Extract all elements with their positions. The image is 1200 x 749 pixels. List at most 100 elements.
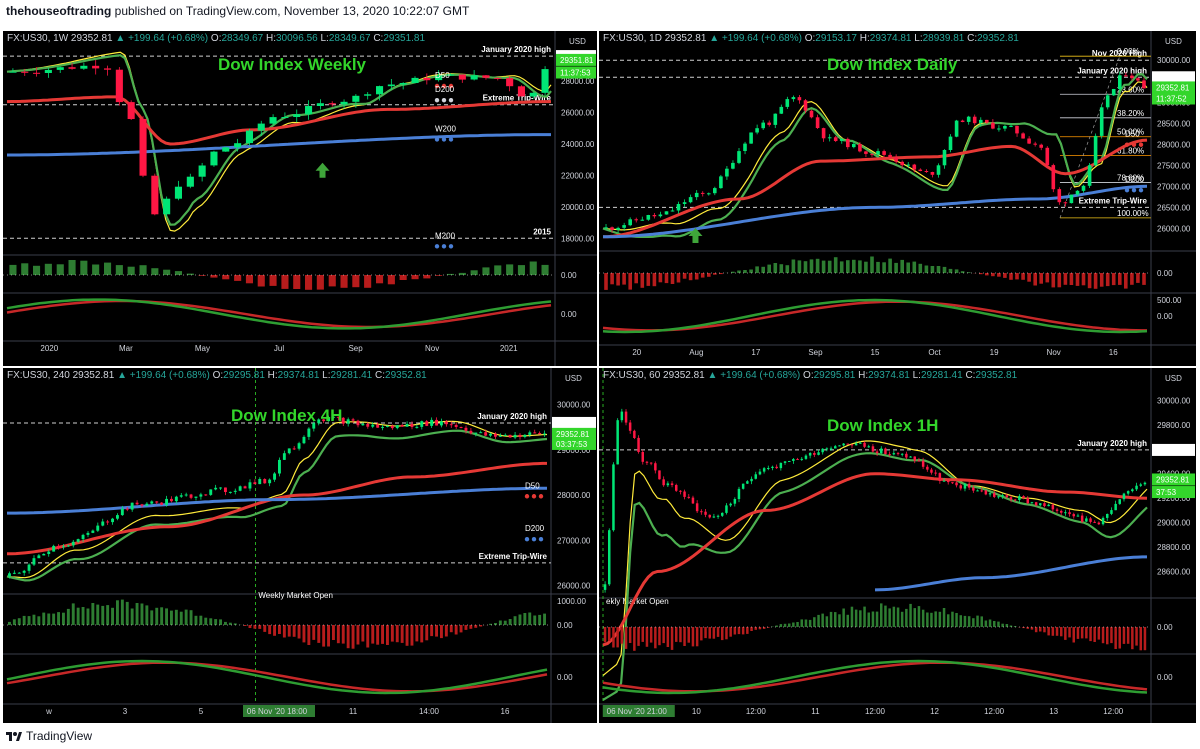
h4-osc1-bar — [371, 625, 375, 644]
daily-osc1-bar — [1136, 273, 1140, 283]
h1-osc1-bar — [926, 612, 929, 627]
daily-candle — [1105, 95, 1110, 108]
h4-osc1-bar — [160, 607, 164, 625]
daily-candle — [628, 219, 632, 226]
h1-osc1-bar — [1135, 627, 1138, 646]
h4-osc1-bar — [346, 625, 350, 649]
weekly-header-part: 30096.56 — [275, 33, 321, 44]
author-name[interactable]: thehouseoftrading — [6, 4, 112, 18]
h1-candle — [1043, 503, 1046, 507]
fib-trend-line — [1059, 56, 1121, 218]
h1-candle — [984, 490, 988, 495]
weekly-osc2-signal-line — [6, 299, 552, 329]
weekly-x-tick: 2021 — [500, 344, 518, 353]
weekly-candle — [352, 95, 360, 102]
h1-osc1-bar — [808, 619, 812, 627]
h1-candle — [628, 422, 632, 431]
h4-candle — [52, 545, 56, 552]
h4-osc1-bar — [395, 625, 399, 643]
h1-osc1-bar — [1114, 627, 1117, 649]
h1-candle — [637, 437, 640, 452]
h4-x-tick: 14:00 — [419, 707, 440, 716]
h1-osc1-bar — [867, 612, 870, 627]
h1-osc1-bar — [892, 606, 896, 627]
daily-moving-average — [602, 138, 1148, 239]
h4-osc1-bar — [209, 618, 213, 625]
h1-osc1-bar — [988, 619, 992, 627]
h4-osc2-tick: 0.00 — [557, 673, 573, 682]
h1-y-tick: 28800.00 — [1157, 543, 1191, 552]
daily-candle — [821, 128, 826, 139]
h1-osc1-bar — [792, 622, 795, 627]
h1-osc1-bar — [993, 621, 996, 627]
h4-x-tick: w — [45, 707, 52, 716]
weekly-x-tick: Jul — [274, 344, 284, 353]
h1-candle — [1101, 517, 1105, 525]
h4-osc1-bar — [449, 625, 453, 633]
daily-candle — [1130, 75, 1134, 79]
h1-osc1-bar — [825, 616, 829, 627]
h1-osc1-bar — [1022, 627, 1025, 629]
daily-osc2-tick: 500.00 — [1157, 296, 1182, 305]
daily-osc1-bar — [924, 265, 929, 273]
daily-osc1-bar — [1045, 273, 1050, 283]
daily-osc1-bar — [616, 273, 620, 286]
chart-panel-4h[interactable]: 26000.00 27000.00 28000.00 29000.00 30000.00… — [3, 368, 597, 723]
daily-osc1-bar — [694, 273, 699, 280]
weekly-ma-label: D50 — [435, 71, 450, 80]
h1-candle — [1139, 484, 1142, 486]
tradingview-logo[interactable]: TradingView — [6, 729, 92, 743]
weekly-candle — [328, 103, 336, 105]
weekly-osc1-bar — [9, 264, 17, 275]
h1-chart-svg: 28600.0028800.0029000.0029200.0029400.00… — [599, 368, 1196, 723]
chart-panel-weekly[interactable]: 18000.00 20000.00 22000.00 24000.00 26000.00… — [3, 31, 597, 366]
chart-panel-1h[interactable]: 28600.0028800.0029000.0029200.0029400.00… — [599, 368, 1196, 723]
h1-candle — [1030, 502, 1034, 504]
weekly-osc1-bar — [293, 275, 301, 289]
daily-ma-dot — [1124, 187, 1130, 193]
daily-osc1-bar — [888, 258, 892, 273]
weekly-candle — [494, 77, 502, 79]
h1-osc1-bar — [741, 627, 745, 635]
h1-osc1-bar — [624, 627, 628, 649]
daily-candle — [688, 197, 693, 203]
h4-osc1-bar — [37, 616, 41, 625]
h4-osc1-bar — [415, 625, 419, 642]
h4-candle — [145, 503, 149, 506]
h1-osc1-bar — [813, 617, 816, 627]
h4-price-tag-text: 29594.50 — [556, 419, 590, 428]
weekly-candle — [506, 78, 514, 87]
chart-panel-daily[interactable]: 26000.00 26500.00 27000.00 27500.00 28000.00… — [599, 31, 1196, 366]
h1-osc1-bar — [880, 603, 883, 627]
weekly-candle — [257, 123, 265, 131]
daily-osc1-bar — [936, 266, 941, 273]
h4-moving-average — [6, 420, 548, 579]
h4-osc1-bar — [425, 625, 429, 641]
daily-candle — [888, 154, 892, 158]
h4-osc1-bar — [273, 625, 276, 636]
h1-osc1-bar — [716, 627, 720, 637]
h1-y-tick: 29200.00 — [1157, 494, 1191, 503]
weekly-candle — [21, 71, 29, 73]
weekly-x-tick: Mar — [119, 344, 133, 353]
h1-candle — [846, 443, 849, 445]
h1-osc1-bar — [779, 624, 783, 627]
weekly-ma-dot — [434, 244, 440, 249]
h4-candle — [297, 443, 301, 449]
weekly-currency-label: USD — [569, 37, 586, 46]
daily-candle — [1051, 165, 1056, 190]
h4-candle — [386, 425, 389, 427]
h4-osc1-bar — [125, 601, 129, 625]
daily-header-part: L: — [914, 33, 923, 44]
h1-osc1-bar — [1072, 627, 1075, 643]
h4-x-tick: 5 — [199, 707, 204, 716]
h4-osc1-bar — [42, 612, 46, 625]
weekly-osc1-bar — [245, 275, 253, 284]
h1-candle — [1018, 496, 1021, 500]
h1-osc1-bar — [1043, 627, 1046, 633]
weekly-osc1-bar — [506, 264, 514, 275]
h4-ma-dot — [538, 537, 544, 542]
weekly-ma-dot — [441, 83, 447, 89]
weekly-candle — [174, 186, 182, 199]
h1-candle — [716, 515, 720, 517]
